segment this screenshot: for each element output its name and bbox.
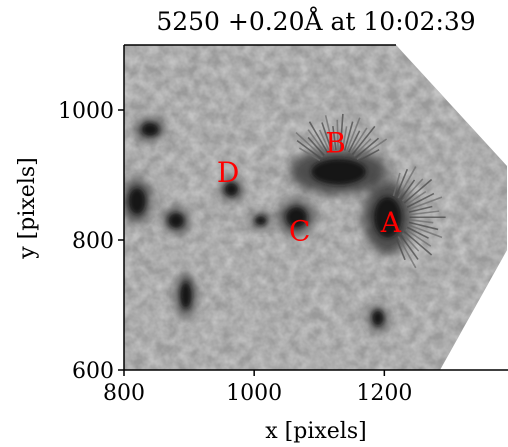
annotation-d: D xyxy=(217,156,239,189)
figure-title: 5250 +0.20Å at 10:02:39 xyxy=(156,6,475,36)
penumbral-filament xyxy=(406,226,429,239)
penumbral-filament xyxy=(403,230,433,256)
pore-mid-left xyxy=(163,207,190,234)
penumbral-filament xyxy=(349,127,368,154)
penumbral-filament xyxy=(395,237,406,261)
penumbral-filament xyxy=(356,138,388,160)
penumbral-filament xyxy=(408,221,439,231)
penumbral-filament xyxy=(407,224,443,239)
y-ticks: 600 800 1000 xyxy=(58,99,124,384)
penumbral-filament xyxy=(296,139,322,160)
pore-lower-left xyxy=(176,272,196,318)
penumbral-filament xyxy=(407,196,443,211)
penumbral-filament xyxy=(406,192,435,208)
penumbral-filament xyxy=(348,130,361,153)
penumbral-filament xyxy=(409,210,440,216)
x-tick-label: 800 xyxy=(103,381,145,406)
penumbral-filament xyxy=(339,113,344,150)
penumbral-filament xyxy=(397,166,417,199)
pore-c xyxy=(278,199,315,236)
sunspot-a xyxy=(363,180,413,254)
penumbral-filament xyxy=(295,131,324,158)
pore-lower-right xyxy=(368,305,388,331)
penumbral-filament xyxy=(399,179,416,200)
penumbral-filament xyxy=(343,121,354,151)
penumbral-filament xyxy=(353,138,372,157)
solar-image xyxy=(124,45,507,370)
penumbral-filament xyxy=(351,125,376,156)
penumbral-filament xyxy=(397,236,417,269)
x-axis-label: x [pixels] xyxy=(265,419,366,444)
penumbral-filament xyxy=(399,234,419,260)
penumbral-filament xyxy=(321,122,333,152)
penumbral-filament xyxy=(324,115,335,151)
x-tick-label: 1000 xyxy=(226,381,282,406)
penumbral-filament xyxy=(307,136,325,156)
penumbral-filament xyxy=(395,168,409,198)
sunspot-b xyxy=(289,149,388,195)
penumbral-filament xyxy=(318,129,331,153)
penumbral-filament xyxy=(403,178,433,204)
y-tick-label: 1000 xyxy=(58,99,114,124)
penumbral-filament xyxy=(346,117,361,152)
penumbral-filament xyxy=(332,126,337,151)
penumbral-filaments xyxy=(295,113,446,269)
annotation-c: C xyxy=(289,214,310,247)
y-axis-label: y [pixels] xyxy=(15,157,40,259)
annotation-b: B xyxy=(325,127,346,160)
penumbral-filament xyxy=(357,148,380,162)
penumbral-filament xyxy=(409,219,434,224)
y-tick-label: 600 xyxy=(72,359,114,384)
penumbral-filament xyxy=(307,129,327,155)
penumbral-filament xyxy=(355,137,380,159)
penumbral-filament xyxy=(392,172,401,197)
penumbral-filament xyxy=(308,121,329,154)
penumbral-filament xyxy=(298,147,321,162)
penumbral-filament xyxy=(405,190,427,206)
x-ticks: 800 1000 1200 xyxy=(103,370,412,406)
annotations: A B C D xyxy=(217,127,402,248)
penumbral-filament xyxy=(336,119,339,150)
axes xyxy=(123,44,508,371)
penumbral-filament xyxy=(401,178,424,202)
pore-center xyxy=(250,212,271,229)
penumbral-filament xyxy=(405,228,432,247)
pore-upper-left xyxy=(135,118,165,141)
dark-features xyxy=(124,118,413,331)
title: 5250 +0.20Å at 10:02:39 xyxy=(156,6,475,36)
penumbral-filament xyxy=(341,126,348,151)
x-tick-label: 1200 xyxy=(356,381,412,406)
penumbral-filament xyxy=(408,205,433,213)
y-tick-label: 800 xyxy=(72,229,114,254)
pore-d xyxy=(220,177,243,201)
annotation-a: A xyxy=(380,206,402,239)
pore-left xyxy=(124,178,152,224)
penumbral-filament xyxy=(401,232,420,252)
